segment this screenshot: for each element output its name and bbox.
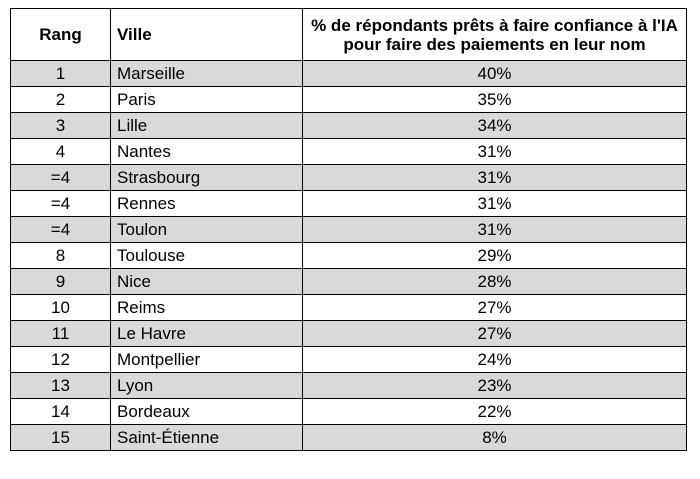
- cell-rang: 8: [10, 242, 111, 269]
- header-percentage: % de répondants prêts à faire confiance …: [302, 8, 687, 61]
- table-row: =4 Strasbourg 31%: [10, 164, 687, 191]
- cell-rang: 15: [10, 424, 111, 451]
- table-row: 14 Bordeaux 22%: [10, 398, 687, 425]
- cell-ville: Nantes: [110, 138, 303, 165]
- cell-percentage: 24%: [302, 346, 687, 373]
- cell-percentage: 27%: [302, 294, 687, 321]
- cell-ville: Toulouse: [110, 242, 303, 269]
- header-percentage-line1: % de répondants prêts à faire confiance …: [311, 15, 678, 35]
- cell-ville: Toulon: [110, 216, 303, 243]
- table-row: 3 Lille 34%: [10, 112, 687, 139]
- table-row: 12 Montpellier 24%: [10, 346, 687, 373]
- header-ville: Ville: [110, 8, 303, 61]
- cell-percentage: 34%: [302, 112, 687, 139]
- cell-rang: 13: [10, 372, 111, 399]
- table-row: 11 Le Havre 27%: [10, 320, 687, 347]
- cell-ville: Lyon: [110, 372, 303, 399]
- table-row: 13 Lyon 23%: [10, 372, 687, 399]
- cell-percentage: 23%: [302, 372, 687, 399]
- cell-percentage: 22%: [302, 398, 687, 425]
- cell-percentage: 27%: [302, 320, 687, 347]
- cell-ville: Reims: [110, 294, 303, 321]
- city-ranking-table: Rang Ville % de répondants prêts à faire…: [10, 8, 687, 451]
- cell-rang: 2: [10, 86, 111, 113]
- cell-percentage: 28%: [302, 268, 687, 295]
- cell-percentage: 31%: [302, 216, 687, 243]
- cell-ville: Paris: [110, 86, 303, 113]
- cell-percentage: 40%: [302, 60, 687, 87]
- cell-rang: 11: [10, 320, 111, 347]
- table-row: 1 Marseille 40%: [10, 60, 687, 87]
- cell-percentage: 8%: [302, 424, 687, 451]
- table-row: 4 Nantes 31%: [10, 138, 687, 165]
- cell-percentage: 29%: [302, 242, 687, 269]
- cell-rang: 9: [10, 268, 111, 295]
- cell-percentage: 31%: [302, 138, 687, 165]
- table-row: =4 Toulon 31%: [10, 216, 687, 243]
- table-row: 2 Paris 35%: [10, 86, 687, 113]
- header-percentage-line2: pour faire des paiements en leur nom: [343, 34, 646, 54]
- cell-percentage: 31%: [302, 190, 687, 217]
- cell-ville: Montpellier: [110, 346, 303, 373]
- cell-ville: Le Havre: [110, 320, 303, 347]
- cell-ville: Rennes: [110, 190, 303, 217]
- cell-rang: 14: [10, 398, 111, 425]
- cell-rang: 4: [10, 138, 111, 165]
- table-row: 8 Toulouse 29%: [10, 242, 687, 269]
- cell-rang: =4: [10, 190, 111, 217]
- cell-percentage: 35%: [302, 86, 687, 113]
- cell-ville: Marseille: [110, 60, 303, 87]
- cell-rang: 12: [10, 346, 111, 373]
- table-row: 9 Nice 28%: [10, 268, 687, 295]
- cell-rang: =4: [10, 216, 111, 243]
- cell-rang: 1: [10, 60, 111, 87]
- cell-ville: Lille: [110, 112, 303, 139]
- cell-rang: =4: [10, 164, 111, 191]
- cell-rang: 3: [10, 112, 111, 139]
- header-rang: Rang: [10, 8, 111, 61]
- table-header-row: Rang Ville % de répondants prêts à faire…: [10, 8, 687, 61]
- table-row: 15 Saint-Étienne 8%: [10, 424, 687, 451]
- cell-ville: Strasbourg: [110, 164, 303, 191]
- cell-ville: Saint-Étienne: [110, 424, 303, 451]
- cell-ville: Bordeaux: [110, 398, 303, 425]
- cell-rang: 10: [10, 294, 111, 321]
- cell-ville: Nice: [110, 268, 303, 295]
- table-row: 10 Reims 27%: [10, 294, 687, 321]
- table-row: =4 Rennes 31%: [10, 190, 687, 217]
- cell-percentage: 31%: [302, 164, 687, 191]
